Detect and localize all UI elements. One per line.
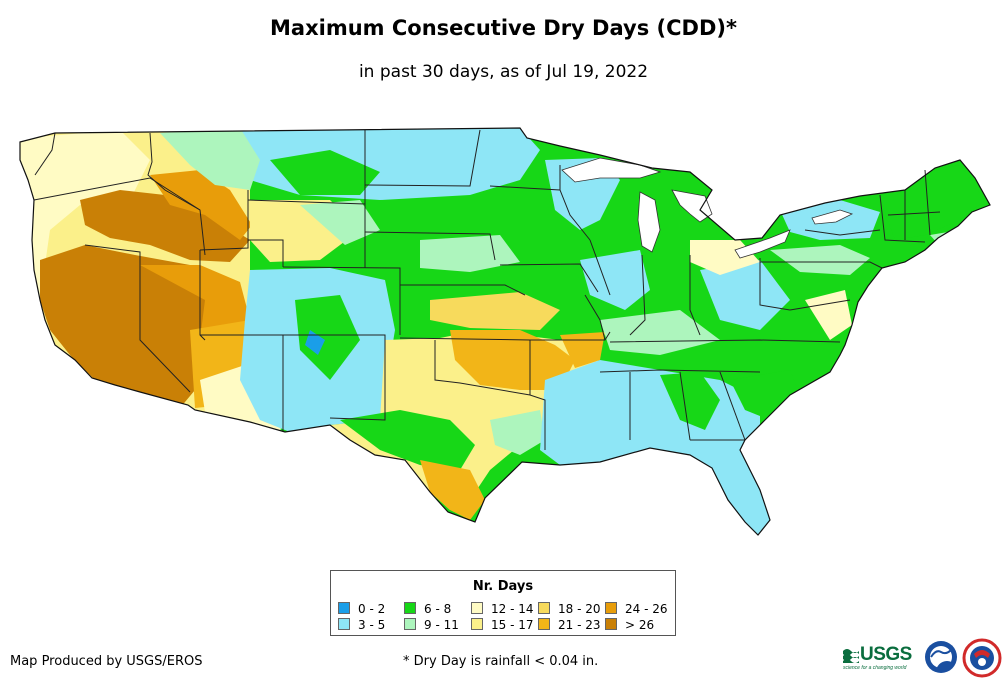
cdd-map [19, 127, 991, 536]
legend-item-6-8: 6 - 8 [404, 602, 451, 616]
state-boundaries [33, 129, 941, 450]
legend-title: Nr. Days [472, 579, 534, 594]
legend-swatch [338, 602, 350, 614]
nws-logo-icon [962, 638, 1002, 678]
legend-swatch [538, 602, 550, 614]
usgs-logo: USGS science for a changing world [843, 644, 919, 671]
noaa-text: noaa [935, 657, 947, 663]
legend-label: 3 - 5 [358, 618, 386, 632]
legend-item-24-26: 24 - 26 [605, 602, 668, 616]
legend-item-15-17: 15 - 17 [471, 618, 534, 632]
legend-item-3-5: 3 - 5 [338, 618, 385, 632]
us-outline [19, 127, 991, 536]
legend-label: 15 - 17 [491, 618, 534, 632]
legend-label: 6 - 8 [424, 602, 452, 616]
legend-label: 12 - 14 [491, 602, 534, 616]
legend-label: > 26 [625, 618, 655, 632]
usgs-wave-icon [843, 649, 859, 663]
legend-item-21-23: 21 - 23 [538, 618, 601, 632]
credit-text: Map Produced by USGS/EROS [10, 654, 203, 669]
legend-label: 0 - 2 [358, 602, 386, 616]
usgs-tagline: science for a changing world [843, 665, 907, 671]
legend-item-12-14: 12 - 14 [471, 602, 534, 616]
legend-item-0-2: 0 - 2 [338, 602, 385, 616]
legend-swatch [538, 618, 550, 630]
legend-label: 24 - 26 [625, 602, 668, 616]
footnote-text: * Dry Day is rainfall < 0.04 in. [403, 654, 599, 669]
great-lakes [561, 157, 854, 259]
usgs-wordmark: USGS [860, 644, 912, 665]
noaa-logo-icon: noaa [925, 641, 957, 673]
legend: Nr. Days 0 - 2 3 - 5 6 - 8 9 - 11 12 - 1… [330, 570, 676, 636]
legend-item-9-11: 9 - 11 [404, 618, 459, 632]
legend-swatch [605, 618, 617, 630]
legend-swatch [471, 618, 483, 630]
legend-swatch [338, 618, 350, 630]
legend-label: 21 - 23 [558, 618, 601, 632]
legend-label: 9 - 11 [424, 618, 459, 632]
legend-swatch [471, 602, 483, 614]
legend-swatch [404, 602, 416, 614]
map-subtitle: in past 30 days, as of Jul 19, 2022 [358, 62, 649, 82]
legend-swatch [605, 602, 617, 614]
legend-item-gt-26: > 26 [605, 618, 654, 632]
legend-label: 18 - 20 [558, 602, 601, 616]
legend-swatch [404, 618, 416, 630]
map-title: Maximum Consecutive Dry Days (CDD)* [270, 16, 737, 40]
legend-item-18-20: 18 - 20 [538, 602, 601, 616]
